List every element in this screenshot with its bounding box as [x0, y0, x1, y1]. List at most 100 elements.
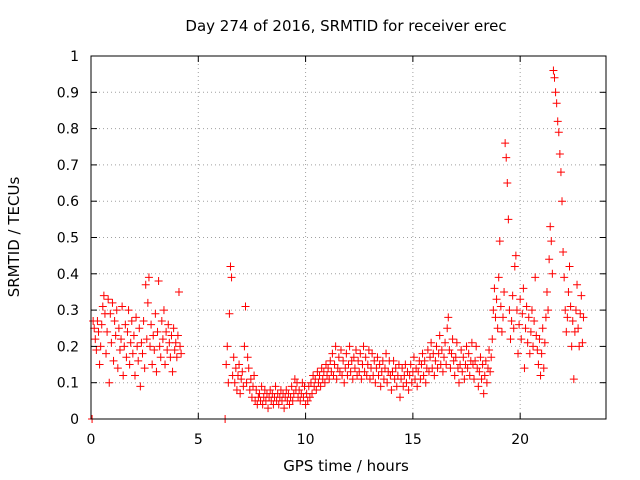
data-point — [136, 382, 145, 391]
data-point — [372, 364, 381, 373]
data-point — [141, 280, 150, 289]
data-point — [542, 287, 551, 296]
data-point — [569, 375, 578, 384]
data-point — [236, 389, 245, 398]
data-point — [481, 356, 490, 365]
data-point — [485, 346, 494, 355]
data-point — [464, 349, 473, 358]
data-point — [509, 324, 518, 333]
data-point — [472, 342, 481, 351]
data-point — [417, 360, 426, 369]
data-point — [496, 302, 505, 311]
data-point — [361, 353, 370, 362]
data-point — [129, 331, 138, 340]
data-point — [124, 306, 133, 315]
data-point — [501, 139, 510, 148]
data-point — [448, 335, 457, 344]
data-point — [128, 349, 137, 358]
data-point — [156, 353, 165, 362]
data-point — [148, 360, 157, 369]
data-point — [240, 342, 249, 351]
data-point — [93, 316, 102, 325]
data-point — [330, 360, 339, 369]
data-point — [324, 364, 333, 373]
data-point — [379, 375, 388, 384]
data-point — [170, 346, 179, 355]
data-point — [359, 342, 368, 351]
data-point — [348, 375, 357, 384]
data-point — [295, 385, 304, 394]
data-point — [332, 375, 341, 384]
data-point — [442, 360, 451, 369]
data-point — [111, 331, 120, 340]
data-point — [333, 364, 342, 373]
data-point — [143, 298, 152, 307]
data-point — [576, 309, 585, 318]
y-tick-label: 0.5 — [57, 231, 79, 247]
data-point — [242, 378, 251, 387]
data-point — [339, 356, 348, 365]
data-point — [421, 378, 430, 387]
y-tick-label: 0 — [70, 412, 79, 428]
data-point — [548, 269, 557, 278]
data-point — [149, 331, 158, 340]
data-point — [447, 349, 456, 358]
data-point — [389, 356, 398, 365]
data-point — [506, 335, 515, 344]
y-tick-label: 0.8 — [57, 122, 79, 138]
data-point — [271, 382, 280, 391]
data-point — [461, 360, 470, 369]
data-point — [441, 338, 450, 347]
data-point — [371, 378, 380, 387]
data-point — [353, 371, 362, 380]
data-point — [354, 356, 363, 365]
y-tick-label: 0.3 — [57, 303, 79, 319]
data-point — [315, 371, 324, 380]
data-point — [173, 331, 182, 340]
data-point — [249, 382, 258, 391]
data-point — [237, 375, 246, 384]
data-point — [396, 393, 404, 402]
data-point — [229, 353, 238, 362]
data-point — [109, 356, 118, 365]
data-point — [480, 371, 489, 380]
data-point — [426, 353, 435, 362]
data-point — [238, 367, 247, 376]
data-point — [577, 291, 586, 300]
data-point — [282, 385, 291, 394]
data-point — [233, 371, 242, 380]
data-point — [388, 367, 397, 376]
data-point — [312, 385, 321, 394]
data-point — [383, 378, 392, 387]
y-tick-label: 1 — [70, 49, 79, 65]
data-point — [451, 353, 460, 362]
data-point — [407, 378, 416, 387]
data-point — [565, 262, 574, 271]
data-point — [508, 291, 517, 300]
data-point — [239, 382, 248, 391]
data-point — [463, 364, 472, 373]
data-point — [434, 349, 443, 358]
data-point — [137, 338, 146, 347]
data-point — [162, 327, 171, 336]
data-point — [457, 346, 466, 355]
data-point — [554, 128, 563, 137]
data-point — [507, 316, 516, 325]
data-point — [445, 346, 454, 355]
y-tick-label: 0.7 — [57, 158, 79, 174]
data-point — [558, 197, 567, 206]
data-point — [163, 346, 172, 355]
data-point — [458, 367, 467, 376]
data-point — [127, 316, 136, 325]
data-point — [437, 346, 446, 355]
data-point — [133, 342, 142, 351]
data-point — [491, 313, 500, 322]
data-point — [490, 284, 499, 293]
data-point — [525, 349, 534, 358]
data-point — [450, 371, 459, 380]
data-point — [477, 375, 486, 384]
data-point — [274, 400, 283, 409]
data-point — [505, 306, 514, 315]
data-point — [113, 364, 122, 373]
data-point — [110, 316, 119, 325]
